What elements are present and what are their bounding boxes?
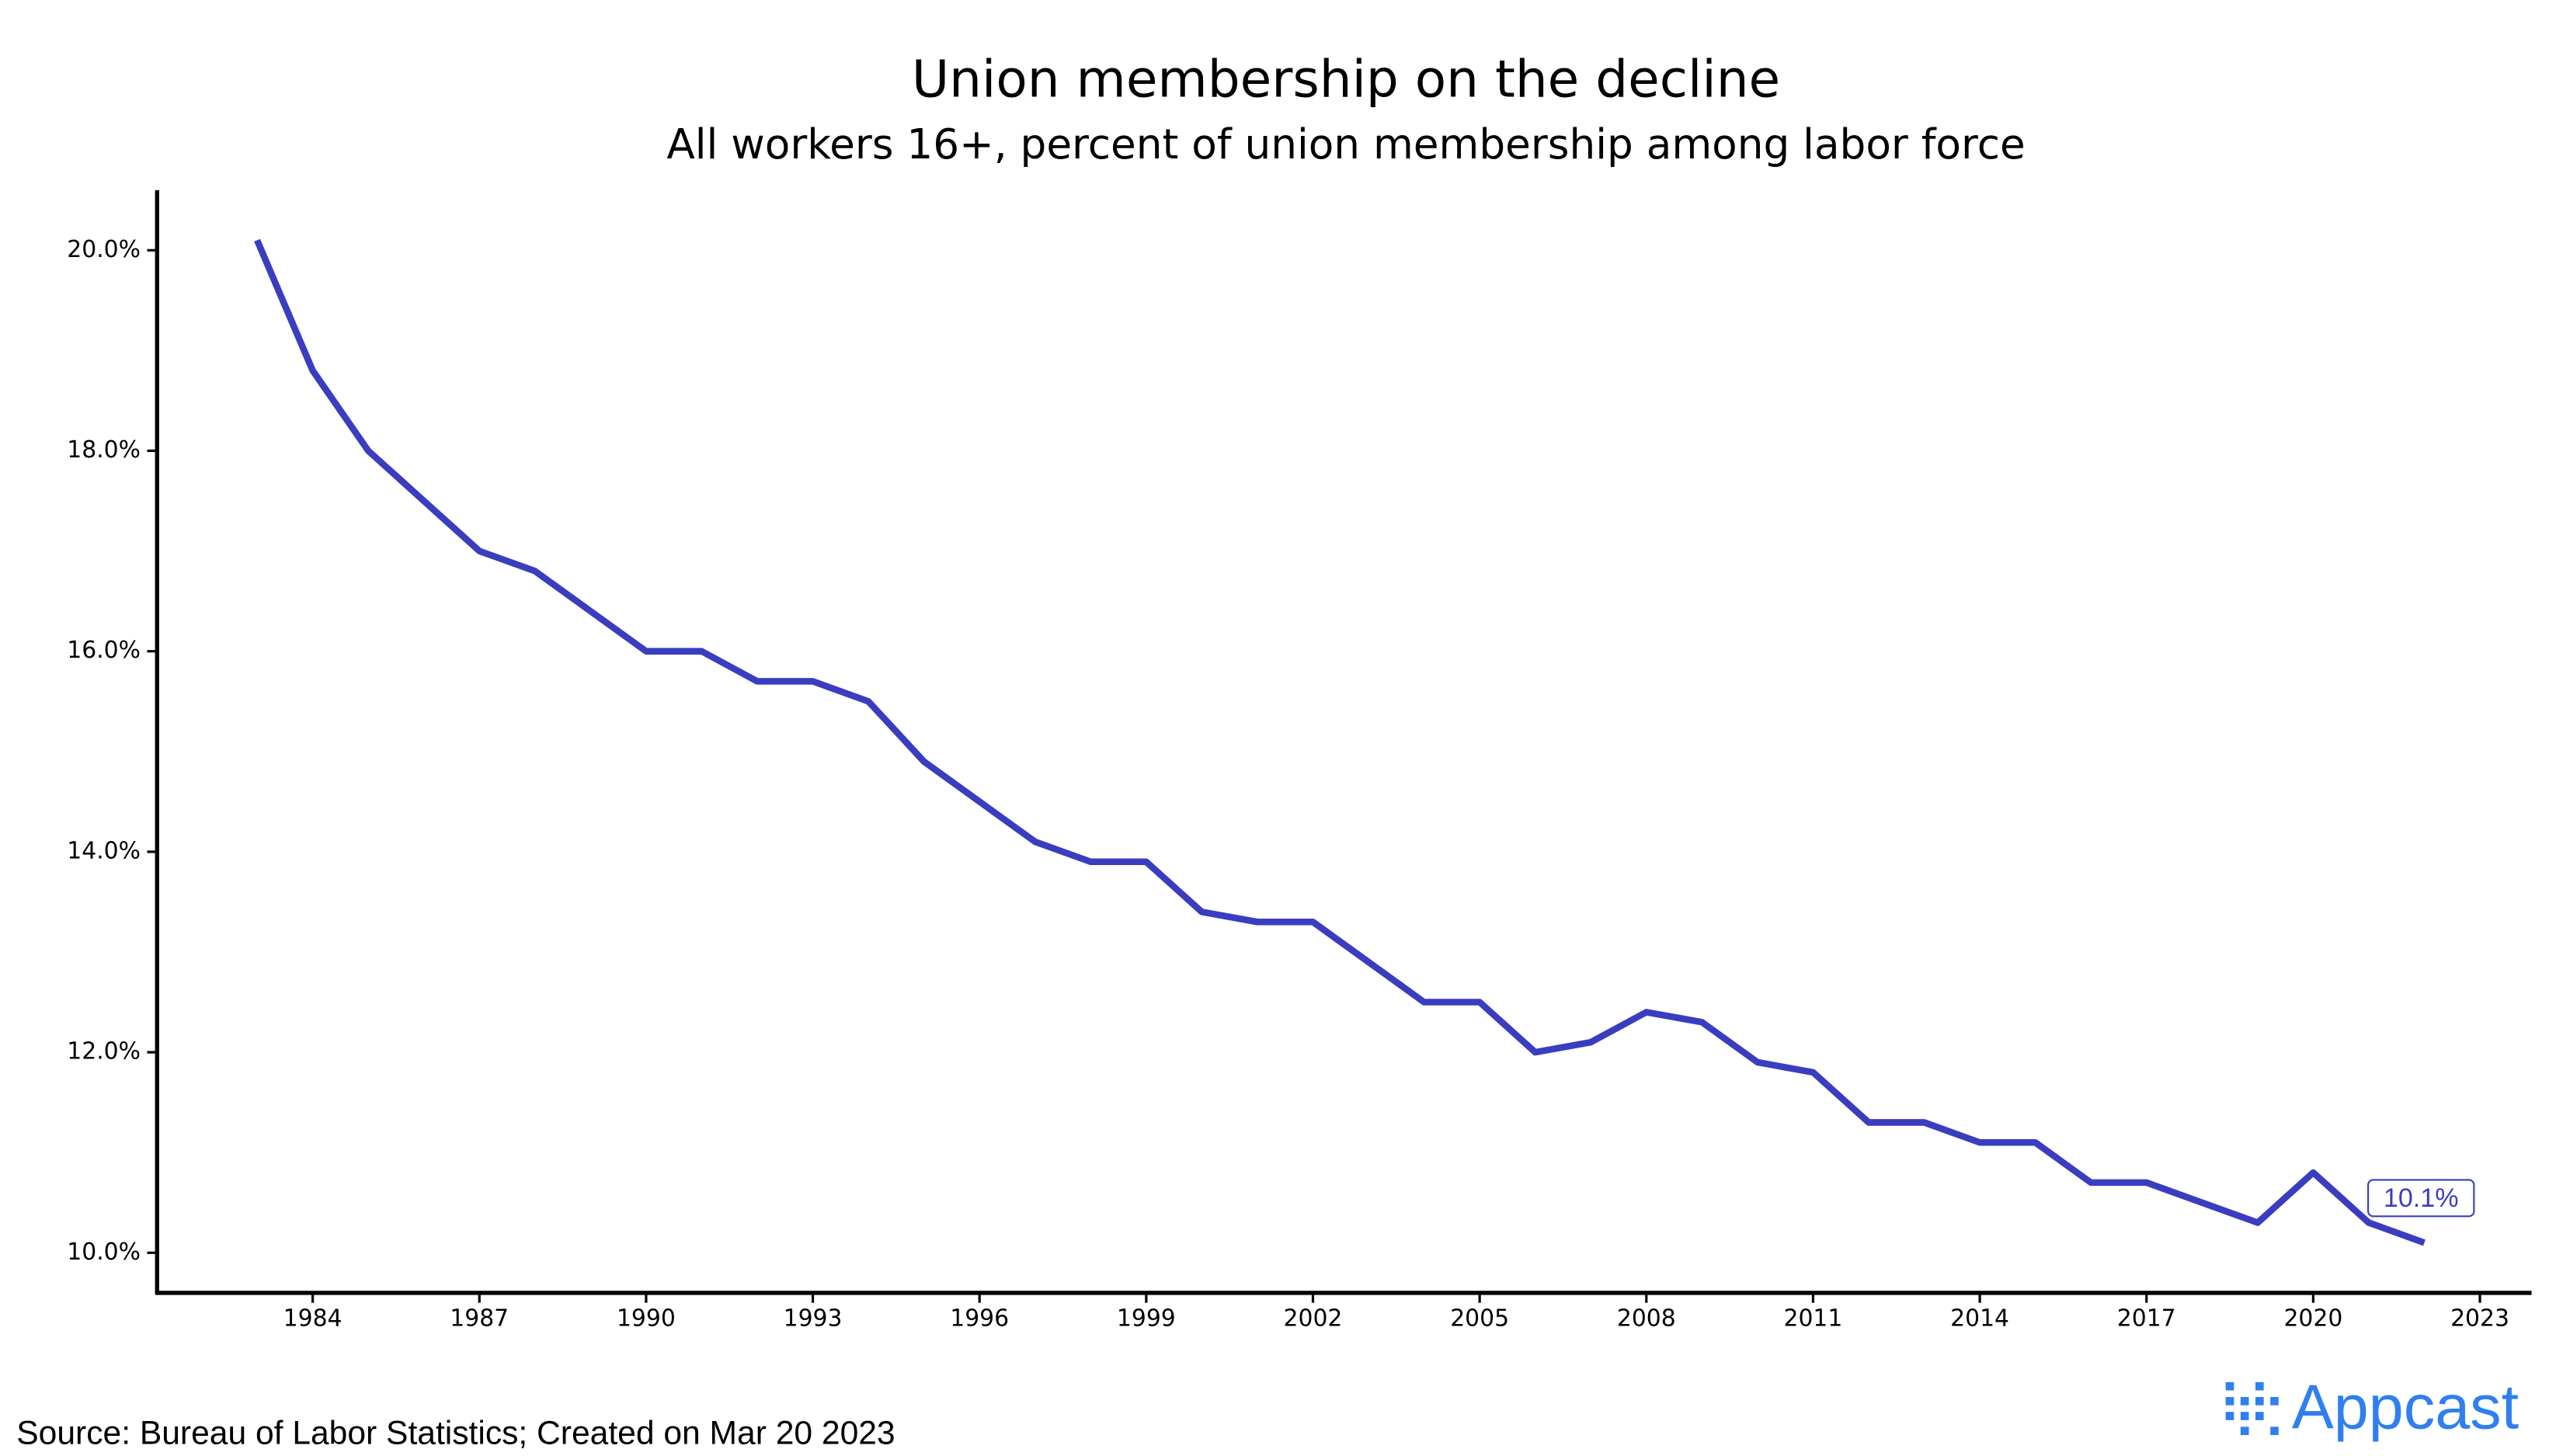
x-tick-label: 1993 xyxy=(784,1305,843,1332)
y-tick-label: 14.0% xyxy=(67,837,141,864)
value-label-box xyxy=(2367,1179,2475,1218)
x-tick-label: 2002 xyxy=(1284,1305,1343,1332)
x-tick-label: 2020 xyxy=(2283,1305,2342,1332)
logo-icon xyxy=(2225,1381,2279,1436)
x-tick-label: 1996 xyxy=(950,1305,1009,1332)
x-tick-label: 2005 xyxy=(1450,1305,1509,1332)
y-tick-label: 12.0% xyxy=(67,1038,141,1065)
value-label: 10.1% xyxy=(2384,1183,2459,1213)
source-note: Source: Bureau of Labor Statistics; Crea… xyxy=(16,1414,895,1451)
y-tick-label: 20.0% xyxy=(67,236,141,263)
x-tick-label: 2008 xyxy=(1617,1305,1676,1332)
x-tick-label: 2017 xyxy=(2117,1305,2176,1332)
chart-subtitle: All workers 16+, percent of union member… xyxy=(666,120,2025,169)
y-tick-label: 10.0% xyxy=(67,1239,141,1266)
x-tick-label: 2023 xyxy=(2450,1305,2509,1332)
x-tick-label: 1990 xyxy=(617,1305,676,1332)
x-tick-label: 2014 xyxy=(1950,1305,2009,1332)
y-tick-label: 18.0% xyxy=(67,436,141,464)
x-tick-label: 1999 xyxy=(1117,1305,1176,1332)
x-tick-label: 2011 xyxy=(1784,1305,1843,1332)
data-line xyxy=(254,238,2426,1246)
x-tick-label: 1984 xyxy=(283,1305,343,1332)
logo-text: Appcast xyxy=(2292,1373,2519,1443)
chart-title: Union membership on the decline xyxy=(912,50,1780,109)
y-tick-label: 16.0% xyxy=(67,637,141,664)
x-tick-label: 1987 xyxy=(450,1305,509,1332)
